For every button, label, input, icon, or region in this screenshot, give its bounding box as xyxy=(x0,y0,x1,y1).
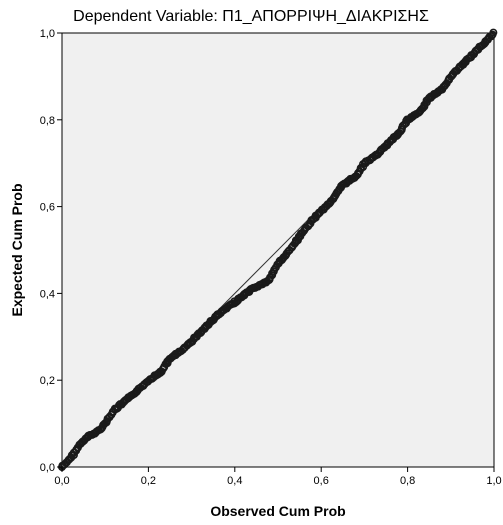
data-point xyxy=(489,28,498,37)
y-tick-label: 0,6 xyxy=(40,202,55,214)
data-points xyxy=(57,28,498,472)
x-tick-label: 0,6 xyxy=(314,475,329,487)
y-tick-label: 0,0 xyxy=(40,462,55,474)
y-tick-label: 0,4 xyxy=(40,288,55,300)
y-tick-label: 1,0 xyxy=(40,28,55,40)
y-axis: 0,0 0,2 0,4 0,6 0,8 1,0 xyxy=(40,28,62,474)
x-tick-label: 0,4 xyxy=(227,475,242,487)
x-axis: 0,0 0,2 0,4 0,6 0,8 1,0 xyxy=(54,467,502,487)
x-tick-label: 0,0 xyxy=(54,475,69,487)
x-axis-label: Observed Cum Prob xyxy=(210,503,345,519)
x-tick-label: 0,8 xyxy=(400,475,415,487)
x-tick-label: 1,0 xyxy=(486,475,501,487)
y-tick-label: 0,2 xyxy=(40,375,55,387)
y-axis-label: Expected Cum Prob xyxy=(9,183,25,316)
x-tick-label: 0,2 xyxy=(141,475,156,487)
y-tick-label: 0,8 xyxy=(40,115,55,127)
chart-title: Dependent Variable: Π1_ΑΠΟΡΡΙΨΗ_ΔΙΑΚΡΙΣΗ… xyxy=(73,8,429,25)
